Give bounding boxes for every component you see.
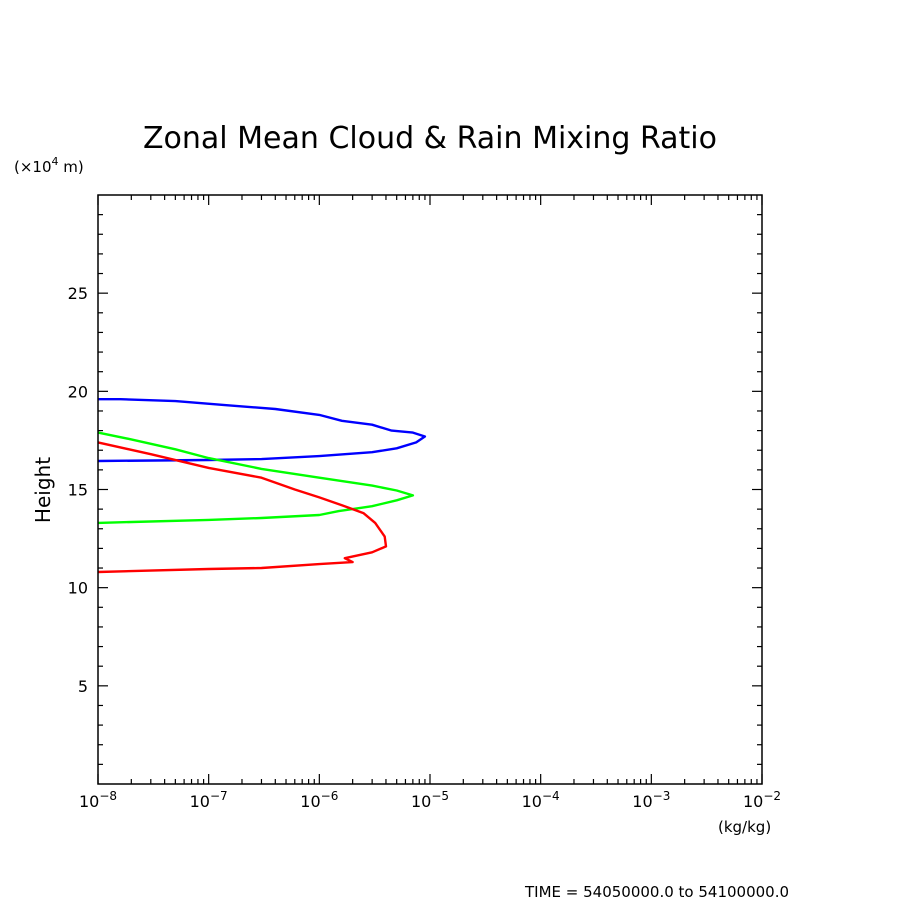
chart-title: Zonal Mean Cloud & Rain Mixing Ratio bbox=[143, 121, 717, 156]
y-tick-label: 25 bbox=[68, 284, 88, 303]
x-tick-label: 10−8 bbox=[79, 789, 117, 811]
y-axis-label: Height bbox=[31, 457, 55, 523]
x-tick-label: 10−7 bbox=[190, 789, 228, 811]
x-tick-label: 10−6 bbox=[300, 789, 338, 811]
series-layer bbox=[97, 398, 427, 574]
y-tick-label: 20 bbox=[68, 382, 88, 401]
series-line-3 bbox=[97, 441, 388, 574]
x-tick-label: 10−3 bbox=[632, 789, 670, 811]
y-tick-label: 15 bbox=[68, 481, 88, 500]
x-tick-label: 10−5 bbox=[411, 789, 449, 811]
y-tick-label: 5 bbox=[78, 677, 88, 696]
series-line-1 bbox=[97, 398, 427, 463]
time-label: TIME = 54050000.0 to 54100000.0 bbox=[524, 883, 789, 901]
ticks-layer: 10−8 10−7 10−6 10−5 10−4 10−3 10−2 5 10 15 20 25 bbox=[68, 195, 781, 811]
x-tick-label: 10−2 bbox=[743, 789, 781, 811]
x-unit-label: (kg/kg) bbox=[718, 818, 771, 836]
series-line-2 bbox=[97, 431, 415, 525]
x-tick-label: 10−4 bbox=[522, 789, 560, 811]
y-unit-label: (×104 m) bbox=[14, 155, 84, 176]
plot-frame bbox=[97, 194, 763, 785]
y-tick-label: 10 bbox=[68, 579, 88, 598]
